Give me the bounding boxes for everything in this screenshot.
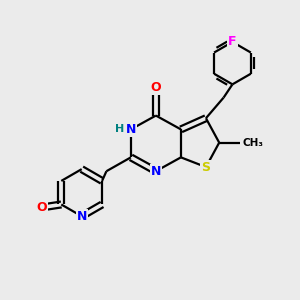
- Text: O: O: [37, 201, 47, 214]
- Text: N: N: [76, 210, 87, 223]
- Text: S: S: [201, 160, 210, 174]
- Text: N: N: [126, 123, 136, 136]
- Text: N: N: [151, 165, 161, 178]
- Text: O: O: [151, 81, 161, 94]
- Text: CH₃: CH₃: [242, 138, 263, 148]
- Text: H: H: [115, 124, 124, 134]
- Text: F: F: [228, 35, 237, 48]
